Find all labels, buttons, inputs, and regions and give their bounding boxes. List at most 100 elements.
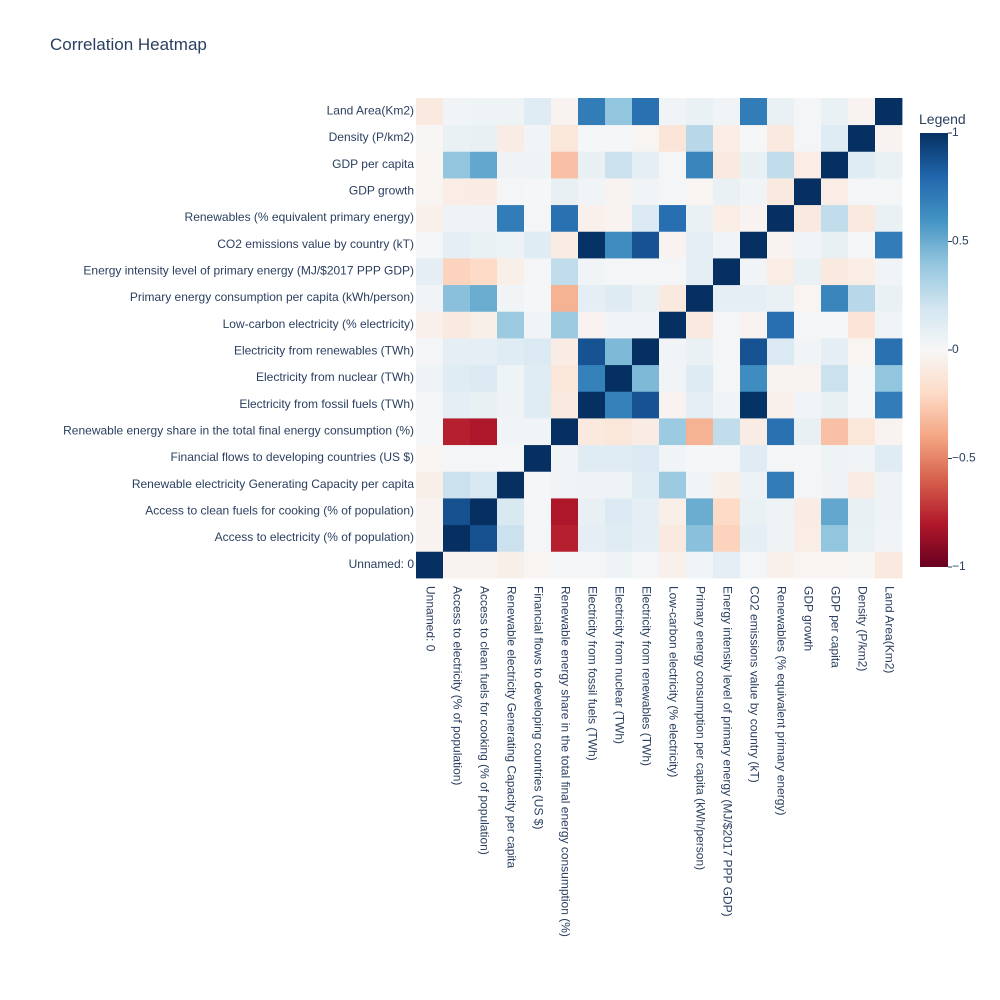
colorbar-tick-label: −0.5 [952, 451, 976, 465]
legend-title: Legend [919, 111, 966, 127]
heatmap-cell [443, 391, 471, 419]
heatmap-cell [740, 204, 768, 232]
heatmap-cell [416, 444, 444, 472]
heatmap-cell [875, 178, 903, 206]
heatmap-cell [848, 364, 876, 392]
heatmap-cell [551, 178, 579, 206]
heatmap-cell [659, 524, 687, 552]
heatmap-cell [632, 231, 660, 259]
heatmap-cell [713, 151, 741, 179]
heatmap-cell [767, 444, 795, 472]
heatmap-cell [497, 204, 525, 232]
heatmap-cell [443, 178, 471, 206]
x-tick-label: GDP per capita [828, 586, 842, 668]
x-tick-label: Electricity from nuclear (TWh) [612, 586, 626, 744]
heatmap-cell [605, 444, 633, 472]
heatmap-cell [848, 311, 876, 339]
heatmap-cell [416, 471, 444, 499]
heatmap-cell [551, 338, 579, 366]
heatmap-cell [443, 498, 471, 526]
heatmap-cell [686, 364, 714, 392]
heatmap-cell [767, 418, 795, 446]
x-tick-label: Renewables (% equivalent primary energy) [774, 586, 788, 815]
heatmap-cells [416, 98, 903, 579]
heatmap-cell [443, 98, 471, 126]
heatmap-cell [497, 258, 525, 286]
y-tick-label: Renewable electricity Generating Capacit… [132, 477, 414, 491]
heatmap-cell [767, 124, 795, 152]
heatmap-cell [524, 391, 552, 419]
heatmap-cell [416, 258, 444, 286]
heatmap-cell [659, 391, 687, 419]
heatmap-cell [821, 551, 849, 579]
heatmap-cell [686, 471, 714, 499]
heatmap-cell [578, 311, 606, 339]
heatmap-cell [443, 204, 471, 232]
heatmap-cell [848, 151, 876, 179]
heatmap-cell [470, 418, 498, 446]
heatmap-cell [794, 98, 822, 126]
heatmap-cell [821, 124, 849, 152]
heatmap-cell [470, 444, 498, 472]
y-tick-label: Energy intensity level of primary energy… [83, 264, 414, 278]
heatmap-cell [875, 204, 903, 232]
heatmap-cell [632, 204, 660, 232]
x-tick-label: Access to clean fuels for cooking (% of … [477, 586, 491, 855]
heatmap-cell [740, 178, 768, 206]
x-tick-label: Density (P/km2) [855, 586, 869, 671]
heatmap-cell [578, 418, 606, 446]
heatmap-cell [497, 418, 525, 446]
heatmap-cell [875, 471, 903, 499]
heatmap-cell [794, 124, 822, 152]
heatmap-cell [686, 178, 714, 206]
heatmap-cell [416, 204, 444, 232]
heatmap-cell [551, 98, 579, 126]
heatmap-cell [470, 231, 498, 259]
heatmap-cell [497, 444, 525, 472]
heatmap-cell [740, 498, 768, 526]
y-tick-label: CO2 emissions value by country (kT) [217, 237, 414, 251]
x-tick-label: Renewable electricity Generating Capacit… [504, 586, 518, 868]
heatmap-cell [875, 391, 903, 419]
colorbar-tick-label: 1 [952, 125, 959, 139]
heatmap-cell [605, 364, 633, 392]
heatmap-cell [605, 124, 633, 152]
heatmap-cell [578, 124, 606, 152]
heatmap-cell [740, 311, 768, 339]
heatmap-cell [578, 258, 606, 286]
heatmap-cell [848, 231, 876, 259]
heatmap-cell [848, 498, 876, 526]
heatmap-cell [875, 98, 903, 126]
heatmap-cell [794, 231, 822, 259]
heatmap-cell [443, 364, 471, 392]
heatmap-cell [848, 124, 876, 152]
heatmap-cell [551, 284, 579, 312]
heatmap-cell [632, 364, 660, 392]
heatmap-cell [659, 338, 687, 366]
heatmap-cell [767, 204, 795, 232]
heatmap-cell [848, 284, 876, 312]
heatmap-cell [686, 418, 714, 446]
heatmap-cell [659, 178, 687, 206]
heatmap-cell [713, 284, 741, 312]
heatmap-cell [524, 151, 552, 179]
heatmap-cell [470, 498, 498, 526]
heatmap-cell [659, 444, 687, 472]
heatmap-cell [821, 284, 849, 312]
heatmap-cell [524, 311, 552, 339]
heatmap-cell [497, 551, 525, 579]
heatmap-cell [821, 471, 849, 499]
heatmap-cell [551, 551, 579, 579]
x-tick-label: Renewable energy share in the total fina… [558, 586, 572, 937]
heatmap-cell [821, 311, 849, 339]
heatmap-cell [416, 338, 444, 366]
heatmap-cell [470, 391, 498, 419]
heatmap-cell [713, 444, 741, 472]
heatmap-cell [713, 258, 741, 286]
heatmap-cell [551, 311, 579, 339]
heatmap-cell [443, 418, 471, 446]
heatmap-cell [578, 364, 606, 392]
heatmap-cell [740, 258, 768, 286]
heatmap-cell [470, 471, 498, 499]
